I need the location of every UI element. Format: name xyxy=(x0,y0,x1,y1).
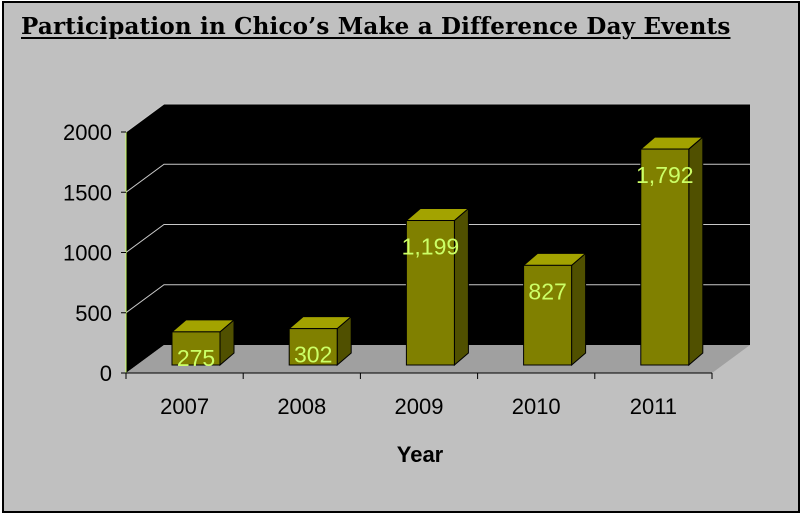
axes: 0 500 1000 1500 2000 2007 2008 2009 2010 2011 xyxy=(63,120,713,419)
bars xyxy=(170,135,705,367)
y-tick-label: 1500 xyxy=(63,180,112,205)
chart-title: Participation in Chico’s Make a Differen… xyxy=(21,13,731,40)
gridline xyxy=(125,224,750,253)
data-label: 302 xyxy=(294,342,332,368)
x-tick-label: 2009 xyxy=(395,394,444,419)
y-tick-label: 2000 xyxy=(63,120,112,145)
bar-front xyxy=(640,148,690,366)
bar-side xyxy=(453,207,469,367)
data-label: 1,199 xyxy=(402,234,460,260)
bar-front xyxy=(405,220,455,366)
gridline xyxy=(125,103,750,133)
bar xyxy=(287,315,353,367)
data-label: 1,792 xyxy=(636,162,694,188)
data-label: 827 xyxy=(528,278,566,304)
x-tick-label: 2011 xyxy=(630,394,677,419)
bar xyxy=(522,252,587,367)
data-labels: 275 302 1,199 827 1,792 xyxy=(177,162,694,371)
y-tick-label: 500 xyxy=(75,301,112,326)
bar-front xyxy=(523,264,573,366)
data-label: 275 xyxy=(177,345,215,371)
gridline xyxy=(125,163,750,193)
bar-front xyxy=(288,328,338,366)
bar xyxy=(170,318,236,367)
x-tick-label: 2008 xyxy=(277,394,326,419)
bar-front xyxy=(171,331,221,366)
x-tick-label: 2010 xyxy=(512,394,561,419)
bar xyxy=(405,207,470,367)
x-tick-label: 2007 xyxy=(160,394,209,419)
x-axis-label: Year xyxy=(397,442,444,467)
y-tick-label: 1000 xyxy=(63,241,112,266)
bar-side xyxy=(571,252,587,367)
y-tick-label: 0 xyxy=(100,361,112,386)
bar xyxy=(639,135,705,367)
